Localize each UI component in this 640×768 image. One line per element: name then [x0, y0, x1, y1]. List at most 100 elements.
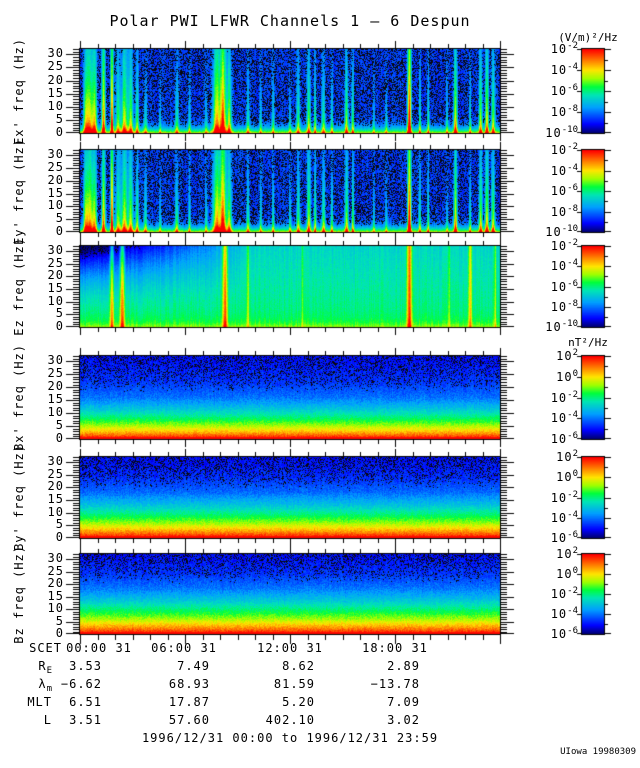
freq-tick-label: 0: [55, 319, 64, 333]
ephemeris-value: 17.87: [168, 695, 210, 709]
colorbar-tick-label: 10-6: [550, 183, 578, 198]
colorbar-tick-label: 10-8: [550, 104, 578, 119]
colorbar-exponent: -6: [567, 83, 578, 93]
colorbar-tick-label: 10-2: [550, 142, 578, 157]
freq-tick-label: 15: [47, 86, 64, 100]
time-tick-label: 06:00 31: [151, 641, 217, 655]
colorbar-tick-label: 10-2: [550, 238, 578, 253]
ephemeris-label-subscript: E: [46, 666, 52, 676]
colorbar-tick-label: 10-4: [550, 410, 578, 425]
colorbar-tick-label: 10-4: [550, 606, 578, 621]
freq-tick-label: 25: [47, 160, 64, 174]
colorbar-exponent: -4: [567, 510, 578, 520]
scet-row-label: SCET: [29, 641, 62, 655]
page-title: Polar PWI LFWR Channels 1 — 6 Despun: [109, 12, 471, 30]
freq-tick-label: 0: [55, 431, 64, 445]
freq-tick-label: 20: [47, 268, 64, 282]
ephemeris-value: 3.53: [69, 659, 102, 673]
ephemeris-row-label: λm: [38, 677, 52, 694]
colorbar-tick-label: 10-8: [550, 299, 578, 314]
ephemeris-row-label: MLT: [27, 695, 52, 709]
ephemeris-value: −6.62: [60, 677, 102, 691]
colorbar-exponent: 0: [572, 469, 578, 479]
freq-tick-label: 30: [47, 353, 64, 367]
ephemeris-value: 3.51: [69, 713, 102, 727]
colorbar-exponent: 0: [572, 566, 578, 576]
colorbar-exponent: -4: [567, 62, 578, 72]
date-range: 1996/12/31 00:00 to 1996/12/31 23:59: [141, 731, 439, 745]
colorbar-tick-label: 10-8: [550, 204, 578, 219]
electric-unit-label: (V/m)²/Hz: [558, 31, 618, 44]
colorbar-tick-label: 10-6: [550, 626, 578, 641]
freq-tick-label: 0: [55, 125, 64, 139]
freq-tick-label: 15: [47, 492, 64, 506]
colorbar-tick-label: 10-6: [550, 279, 578, 294]
freq-tick-label: 30: [47, 147, 64, 161]
colorbar-tick-label: 10-2: [550, 390, 578, 405]
colorbar-exponent: 2: [572, 348, 578, 358]
freq-tick-label: 10: [47, 505, 64, 519]
freq-tick-label: 15: [47, 186, 64, 200]
ephemeris-row-label: L: [43, 713, 52, 727]
ephemeris-value: 6.51: [69, 695, 102, 709]
freq-tick-label: 5: [55, 418, 64, 432]
colorbar-tick-label: 102: [556, 546, 578, 561]
colorbar-exponent: -10: [561, 224, 578, 234]
colorbar-exponent: -4: [567, 258, 578, 268]
colorbar-tick-label: 100: [556, 469, 578, 484]
colorbar-tick-label: 10-10: [545, 319, 578, 334]
colorbar-exponent: -6: [567, 279, 578, 289]
colorbar-exponent: -6: [567, 626, 578, 636]
colorbar-tick-label: 10-4: [550, 163, 578, 178]
ephemeris-value: 7.09: [387, 695, 420, 709]
colorbar-exponent: -2: [567, 41, 578, 51]
colorbar-exponent: -2: [567, 390, 578, 400]
ephemeris-value: 402.10: [265, 713, 315, 727]
colorbar-exponent: -2: [567, 490, 578, 500]
freq-tick-label: 15: [47, 589, 64, 603]
colorbar-tick-label: 10-2: [550, 41, 578, 56]
freq-tick-label: 5: [55, 211, 64, 225]
freq-tick-label: 15: [47, 392, 64, 406]
colorbar-tick-label: 10-4: [550, 258, 578, 273]
colorbar-tick-label: 102: [556, 348, 578, 363]
ephemeris-value: −13.78: [370, 677, 420, 691]
ephemeris-row-label: RE: [38, 659, 52, 676]
colorbar-exponent: -4: [567, 163, 578, 173]
freq-tick-label: 25: [47, 59, 64, 73]
freq-tick-label: 10: [47, 405, 64, 419]
freq-tick-label: 5: [55, 614, 64, 628]
colorbar-exponent: 0: [572, 369, 578, 379]
colorbar-tick-label: 10-10: [545, 125, 578, 140]
freq-tick-label: 10: [47, 294, 64, 308]
freq-tick-label: 5: [55, 306, 64, 320]
colorbar-tick-label: 10-4: [550, 510, 578, 525]
colorbar-tick-label: 100: [556, 566, 578, 581]
ephemeris-value: 57.60: [168, 713, 210, 727]
freq-tick-label: 5: [55, 517, 64, 531]
colorbar-exponent: -10: [561, 319, 578, 329]
colorbar-exponent: -2: [567, 238, 578, 248]
freq-tick-label: 20: [47, 576, 64, 590]
freq-tick-label: 5: [55, 112, 64, 126]
freq-tick-label: 20: [47, 479, 64, 493]
colorbar-exponent: -6: [567, 431, 578, 441]
freq-tick-label: 0: [55, 224, 64, 238]
colorbar-exponent: -6: [567, 530, 578, 540]
freq-tick-label: 25: [47, 467, 64, 481]
colorbar-exponent: -8: [567, 204, 578, 214]
colorbar-exponent: 2: [572, 449, 578, 459]
freq-tick-label: 20: [47, 379, 64, 393]
ephemeris-value: 81.59: [273, 677, 315, 691]
colorbar-exponent: -8: [567, 299, 578, 309]
colorbar-exponent: -2: [567, 586, 578, 596]
ephemeris-value: 2.89: [387, 659, 420, 673]
colorbar-tick-label: 10-4: [550, 62, 578, 77]
freq-tick-label: 30: [47, 454, 64, 468]
colorbar-exponent: -8: [567, 104, 578, 114]
ephemeris-value: 7.49: [177, 659, 210, 673]
colorbar-tick-label: 10-2: [550, 490, 578, 505]
colorbar-exponent: -6: [567, 183, 578, 193]
colorbar-exponent: -4: [567, 410, 578, 420]
